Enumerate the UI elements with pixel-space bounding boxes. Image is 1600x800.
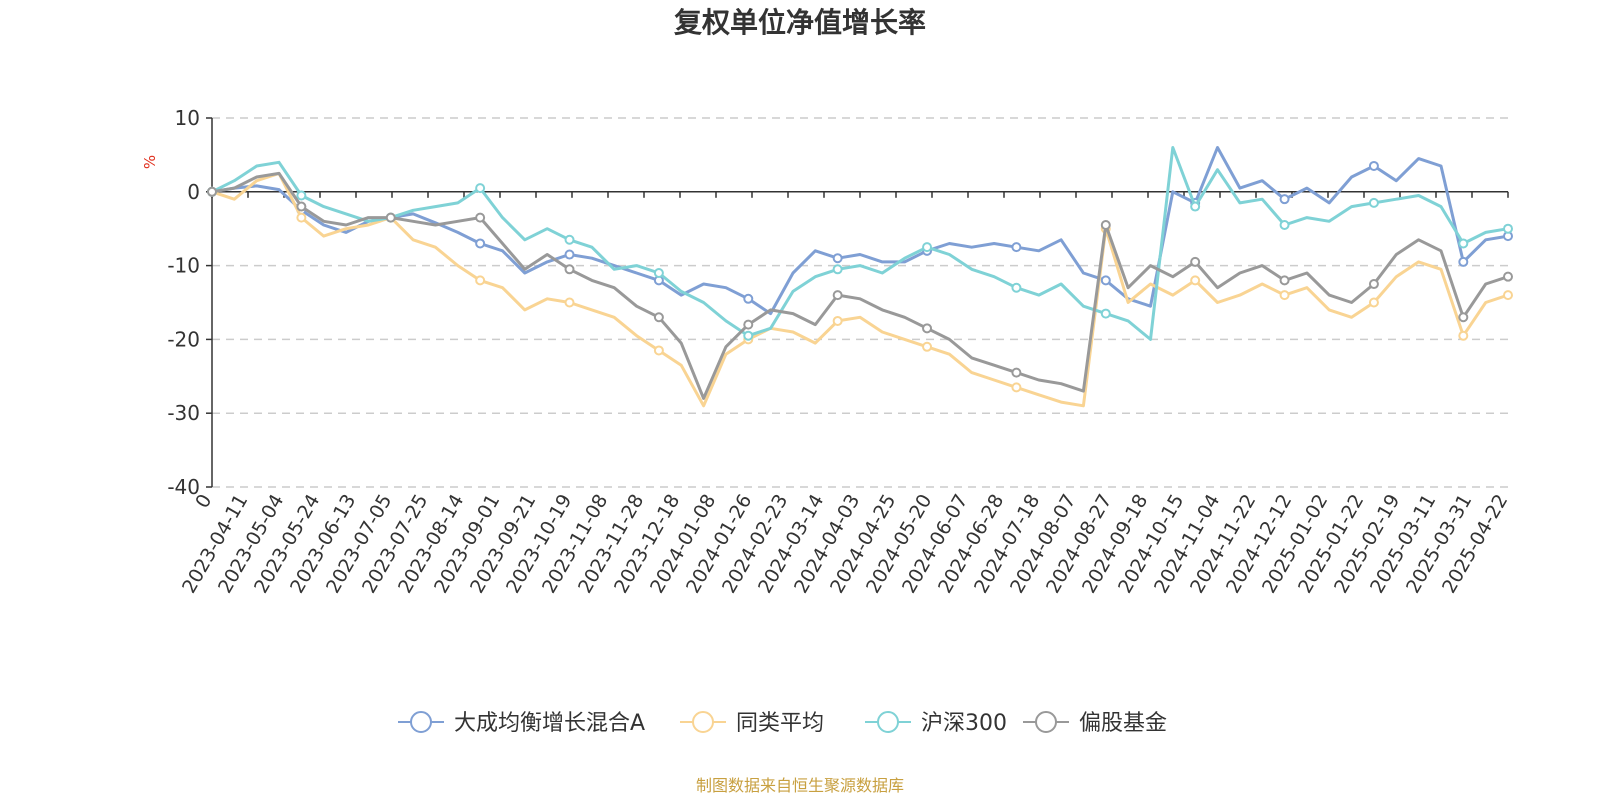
legend-label: 大成均衡增长混合A (454, 711, 645, 736)
data-point (296, 190, 307, 201)
data-point (1503, 290, 1513, 301)
series-line (211, 146, 1509, 316)
y-tick-label: 0 (187, 180, 200, 204)
x-axis-ticks: 02023-04-112023-05-042023-05-242023-06-1… (178, 191, 1512, 597)
series-3 (207, 171, 1513, 400)
data-point (475, 275, 486, 286)
data-point (1190, 201, 1201, 212)
data-point (1368, 197, 1379, 208)
data-point (1458, 256, 1469, 267)
axes (211, 118, 1508, 487)
data-point (653, 267, 664, 278)
data-point (1368, 297, 1379, 308)
chart-title: 复权单位净值增长率 (674, 6, 926, 39)
legend-item: 同类平均 (680, 711, 824, 736)
y-axis-unit: % (141, 155, 159, 169)
data-point (653, 312, 664, 323)
data-point (922, 323, 933, 334)
legend-label: 偏股基金 (1079, 711, 1167, 736)
data-point (743, 330, 754, 341)
data-point (1100, 275, 1111, 286)
data-point (475, 183, 486, 194)
data-point (475, 238, 486, 249)
series-line (211, 171, 1509, 408)
data-point (1011, 242, 1022, 253)
legend-item: 沪深300 (865, 711, 1007, 736)
data-point (1503, 223, 1513, 234)
y-tick-label: -40 (167, 475, 200, 499)
data-point (1190, 275, 1201, 286)
data-point (832, 253, 843, 264)
data-point (1368, 279, 1379, 290)
data-point (564, 234, 575, 245)
source-note: 制图数据来自恒生聚源数据库 (696, 776, 904, 795)
data-point (653, 345, 664, 356)
y-tick-label: -10 (167, 254, 200, 278)
data-point (1458, 238, 1469, 249)
data-point (1458, 312, 1469, 323)
series-1 (207, 171, 1513, 408)
data-point (296, 201, 307, 212)
legend-marker (410, 711, 432, 733)
x-tick-label: 0 (191, 491, 216, 512)
series-layer (207, 146, 1513, 408)
legend-marker (1035, 711, 1057, 733)
data-point (564, 264, 575, 275)
data-point (564, 249, 575, 260)
legend-item: 偏股基金 (1023, 711, 1167, 736)
data-point (1011, 367, 1022, 378)
data-point (207, 186, 217, 197)
data-point (922, 242, 933, 253)
data-point (1279, 220, 1290, 231)
y-tick-label: -20 (167, 327, 200, 351)
data-point (1368, 160, 1379, 171)
y-tick-label: -30 (167, 401, 200, 425)
y-axis-ticks: 10 0 -10 -20 -30 -40 (167, 106, 212, 499)
data-point (1279, 290, 1290, 301)
data-point (475, 212, 486, 223)
data-point (1279, 194, 1290, 205)
data-point (1100, 220, 1111, 231)
grid-lines (212, 117, 1508, 488)
data-point (1503, 271, 1513, 282)
series-line (211, 146, 1509, 341)
data-point (743, 293, 754, 304)
data-point (1279, 275, 1290, 286)
data-point (743, 319, 754, 330)
data-point (1458, 330, 1469, 341)
data-point (832, 264, 843, 275)
data-point (1100, 308, 1111, 319)
data-point (296, 212, 307, 223)
legend-label: 沪深300 (921, 711, 1007, 736)
series-line (211, 171, 1509, 400)
data-point (832, 315, 843, 326)
legend-item: 大成均衡增长混合A (398, 711, 645, 736)
legend: 大成均衡增长混合A 同类平均 沪深300 偏股基金 (398, 711, 1167, 736)
data-point (832, 290, 843, 301)
series-2 (207, 146, 1513, 341)
y-tick-label: 10 (175, 106, 200, 130)
data-point (1011, 382, 1022, 393)
legend-marker (877, 711, 899, 733)
data-point (385, 212, 396, 223)
data-point (1011, 282, 1022, 293)
data-point (1190, 256, 1201, 267)
legend-marker (692, 711, 714, 733)
data-point (922, 341, 933, 352)
data-point (564, 297, 575, 308)
legend-label: 同类平均 (736, 711, 824, 736)
